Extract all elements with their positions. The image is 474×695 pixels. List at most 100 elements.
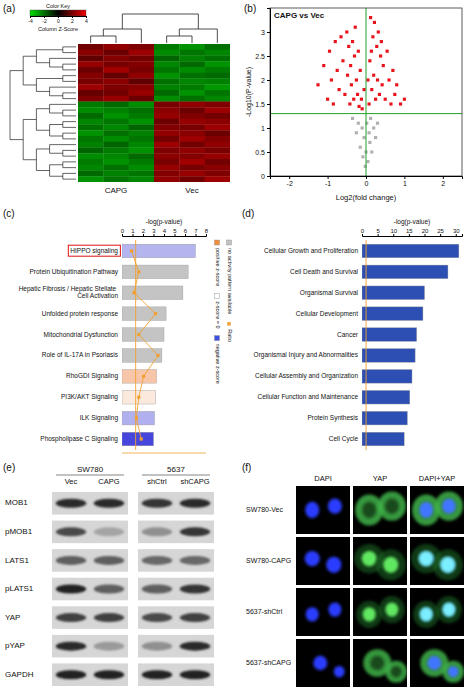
- blot-band: [56, 642, 86, 651]
- bar: [362, 411, 407, 425]
- tick-label: 0: [365, 180, 369, 187]
- dendrogram-branch: [179, 29, 180, 36]
- immunofluorescence-panel: DAPIYAPDAPI+YAPSW780-VecSW780-CAPG5637-s…: [246, 474, 464, 687]
- tick-label: 0: [361, 228, 365, 234]
- ratio-marker: [137, 333, 140, 336]
- tick-mark: [456, 234, 457, 236]
- tick-label: -2: [287, 180, 293, 187]
- heatmap-cell: [179, 107, 205, 113]
- category-label: RhoGDI Signaling: [66, 372, 118, 380]
- dendrogram-branch: [63, 167, 76, 168]
- group-underline: [56, 475, 124, 476]
- data-point: [326, 98, 329, 101]
- dendrogram-branch: [63, 156, 76, 157]
- data-point: [360, 98, 363, 101]
- heatmap-cell: [78, 102, 104, 108]
- dendrogram-branch: [50, 144, 76, 145]
- tick-mark: [425, 234, 426, 236]
- dendrogram-branch: [36, 49, 62, 50]
- tick-label: 5: [376, 228, 380, 234]
- dendrogram-branch: [23, 56, 24, 85]
- data-point: [391, 69, 394, 72]
- axis-line: [267, 9, 271, 177]
- dendrogram-branch: [63, 161, 76, 162]
- dapi-nucleus: [440, 557, 455, 573]
- dendrogram-branch: [50, 67, 63, 68]
- micrograph: [410, 639, 464, 687]
- heatmap-cell: [129, 176, 155, 182]
- heatmap-cell: [103, 142, 129, 148]
- tick-label: 0: [57, 18, 60, 24]
- blot-strip: [52, 549, 128, 572]
- dendrogram-branch: [49, 125, 50, 137]
- dendrogram-branch: [63, 92, 76, 93]
- heatmap-cell: [103, 73, 129, 79]
- heatmap-cell: [179, 73, 205, 79]
- heatmap-cell: [205, 136, 230, 142]
- heatmap-cell: [103, 130, 129, 136]
- dendrogram-branch: [36, 91, 49, 92]
- yap-nucleus: [385, 498, 399, 513]
- column-label: YAP: [373, 474, 387, 483]
- data-point: [372, 74, 375, 77]
- data-point: [361, 155, 364, 158]
- data-point: [366, 78, 369, 81]
- tick-label: 25: [437, 228, 444, 234]
- legend-title: Color Key: [46, 3, 70, 9]
- heatmap-cell: [78, 142, 104, 148]
- data-point: [367, 131, 370, 134]
- data-point: [356, 93, 359, 96]
- heatmap-cell: [179, 113, 205, 119]
- label-line: Protein Synthesis: [307, 414, 358, 422]
- heatmap-cell: [154, 130, 180, 136]
- axis-title: -log(p-value): [146, 218, 183, 226]
- heatmap-cell: [103, 153, 129, 159]
- dendrogram-branch: [63, 121, 76, 122]
- blot-band: [180, 499, 210, 508]
- label-line: Unfolded protein response: [42, 309, 119, 317]
- dendrogram-branch: [50, 58, 76, 59]
- label-line: Cell Death and Survival: [290, 268, 358, 275]
- dendrogram-branch: [36, 170, 49, 171]
- legend-marker: [227, 322, 230, 325]
- tick: -2: [42, 16, 47, 24]
- heatmap-cell: [129, 171, 155, 177]
- data-point: [370, 150, 373, 153]
- label-line: Cellular Growth and Proliferation: [264, 247, 358, 254]
- colorbar-axis: -4-2024: [28, 16, 88, 24]
- category-label: Protein Synthesis: [307, 414, 358, 422]
- micrograph-background: [296, 537, 350, 585]
- dendrogram-branch: [116, 36, 117, 43]
- dendrogram-branch: [122, 14, 198, 15]
- category-label: Role of IL-17A in Psoriasis: [42, 351, 119, 358]
- tick-mark: [393, 234, 394, 236]
- category-label: ILK Signaling: [80, 414, 119, 422]
- heatmap-cell: [129, 44, 155, 50]
- heatmap-cell: [205, 67, 230, 73]
- blot-band: [142, 613, 172, 622]
- blot-band: [56, 527, 86, 536]
- dendrogram-branch: [10, 71, 11, 140]
- legend-swatch: [227, 240, 232, 245]
- micrograph-background: [410, 639, 464, 687]
- blot-strip: [138, 492, 214, 515]
- heatmap-cell: [205, 61, 230, 67]
- blot-strip: [52, 578, 128, 601]
- bar: [362, 349, 415, 363]
- data-point: [362, 88, 365, 91]
- blot-band: [142, 499, 172, 508]
- dendrogram-branch: [62, 76, 63, 82]
- heatmap-cell: [154, 84, 180, 90]
- category-label: Mitochondrial Dysfunction: [44, 330, 119, 338]
- bar-panel: 012345678-log(p-value)HIPPO signalingPro…: [19, 218, 233, 453]
- bar: [122, 265, 188, 279]
- tick: 3: [152, 228, 156, 236]
- heatmap-cell: [78, 44, 104, 50]
- tick: 1: [403, 176, 407, 187]
- data-point: [353, 54, 356, 57]
- blot-band: [56, 585, 86, 594]
- tick: 10: [390, 228, 397, 236]
- lane-label: shCAPG: [180, 477, 209, 486]
- heatmap-cell: [179, 159, 205, 165]
- heatmap-cell: [179, 125, 205, 131]
